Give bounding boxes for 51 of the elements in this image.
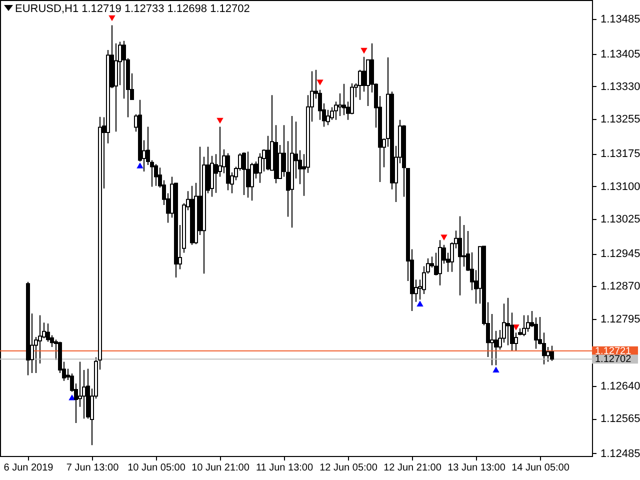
- candlestick: [546, 346, 550, 362]
- x-tick-label: 6 Jun 2019: [4, 462, 54, 474]
- y-tick-label: 1.12795: [600, 313, 640, 326]
- candlestick: [490, 313, 494, 366]
- y-tick-label: 1.13485: [600, 14, 640, 26]
- candlestick: [266, 135, 270, 171]
- point: [416, 300, 424, 306]
- y-tick-label: 1.12485: [600, 448, 640, 460]
- point: [136, 162, 144, 168]
- candlestick: [358, 69, 362, 100]
- candlestick: [154, 164, 158, 186]
- candlestick: [342, 83, 346, 116]
- y-tick-label: 1.13330: [600, 80, 640, 93]
- x-tick-label: 10 Jun 21:00: [192, 462, 250, 474]
- candlestick: [526, 314, 530, 332]
- x-tick-label: 12 Jun 05:00: [320, 462, 378, 474]
- point: [68, 394, 76, 400]
- y-tick-label: 1.12640: [600, 380, 640, 393]
- point: [108, 15, 116, 22]
- candlestick: [462, 224, 466, 268]
- ref-line-label: 1.12702: [595, 354, 632, 366]
- point: [492, 366, 500, 372]
- y-tick-label: 1.13100: [600, 180, 640, 193]
- candlestick: [362, 56, 366, 92]
- y-tick-label: 1.13405: [600, 48, 640, 60]
- x-tick-label: 12 Jun 21:00: [384, 462, 442, 474]
- x-tick-label: 11 Jun 13:00: [256, 462, 314, 474]
- y-tick-label: 1.13255: [600, 113, 640, 126]
- y-tick-label: 1.12565: [600, 413, 640, 426]
- point: [316, 80, 324, 86]
- point: [360, 48, 368, 54]
- candlestick: [338, 92, 342, 116]
- x-tick-label: 14 Jun 05:00: [512, 462, 570, 474]
- y-tick-label: 1.13175: [600, 148, 640, 160]
- candlestick: [242, 152, 246, 196]
- candlestick: [218, 126, 222, 178]
- point: [512, 324, 520, 330]
- point: [440, 234, 448, 240]
- y-tick-label: 1.12945: [600, 248, 640, 260]
- y-tick-label: 1.13025: [600, 213, 640, 226]
- chart-title: EURUSD,H1 1.12719 1.12733 1.12698 1.12702: [15, 3, 250, 15]
- point: [216, 118, 224, 124]
- candlestick: [246, 151, 250, 198]
- x-tick-label: 7 Jun 13:00: [66, 462, 120, 474]
- y-tick-label: 1.12870: [600, 280, 640, 293]
- x-tick-label: 10 Jun 05:00: [128, 462, 186, 474]
- candlestick: [550, 345, 554, 362]
- candlestick: [258, 152, 262, 184]
- candlestick: [458, 216, 462, 296]
- x-tick-label: 13 Jun 13:00: [448, 462, 506, 474]
- candlestick: [522, 314, 526, 337]
